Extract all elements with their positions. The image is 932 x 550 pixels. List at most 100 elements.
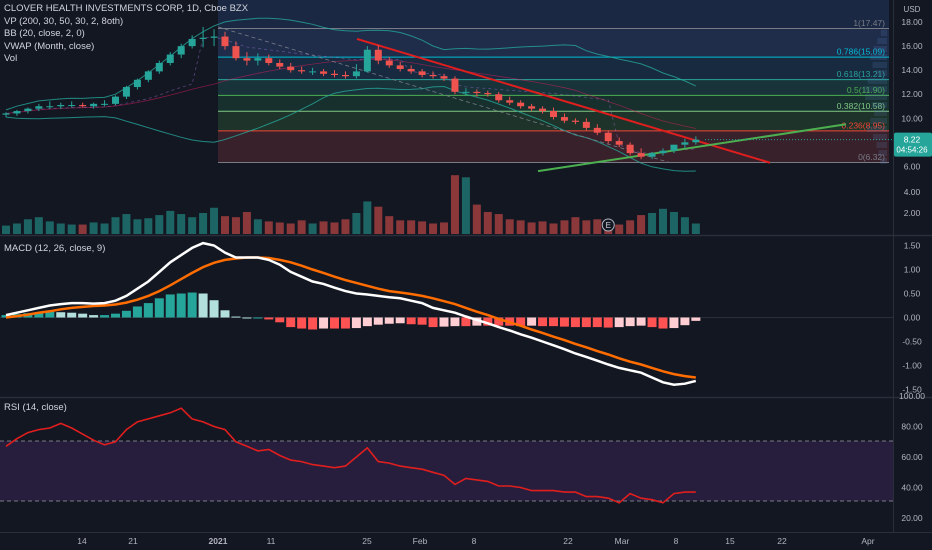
volume-profile-bin [880,30,887,36]
candle-body [79,105,87,107]
candle-body [265,58,273,63]
volume-bar [319,221,328,234]
vwap-line [5,36,696,154]
macd-histogram-bar [483,317,493,326]
time-axis-tick: 15 [725,536,735,546]
candle-body [112,96,119,104]
macd-axis-tick: -0.50 [902,337,922,347]
macd-histogram-bar [253,317,263,319]
volume-bar [286,223,295,234]
candle-body [320,71,328,74]
macd-histogram-bar [286,317,296,328]
macd-histogram-bar [67,312,77,318]
candle-body [528,106,536,109]
candle-body [254,58,262,61]
volume-profile-bin [874,110,887,116]
fib-zone [218,130,889,163]
macd-histogram-bar [450,317,460,327]
indicator-vol[interactable]: Vol [4,53,18,65]
time-axis-tick: 14 [77,536,87,546]
volume-bar [133,219,142,234]
macd-title[interactable]: MACD (12, 26, close, 9) [4,243,106,254]
volume-bar [669,211,678,234]
time-axis-tick: 2021 [209,536,228,546]
fib-level-label: 0.618(13.21) [837,69,885,79]
candle-body [68,105,76,107]
fib-level-label: 1(17.47) [853,18,885,28]
candle-body [429,74,437,77]
indicator-bb[interactable]: BB (20, close, 2, 0) [4,28,85,40]
volume-bar [242,211,251,234]
volume-bar [538,221,547,234]
candle-body [692,139,700,143]
indicator-vp[interactable]: VP (200, 30, 50, 30, 2, 8oth) [4,15,124,27]
macd-histogram-bar [614,317,624,328]
macd-histogram-bar [275,317,285,323]
volume-bar [166,210,175,234]
macd-histogram-bar [461,317,471,327]
macd-histogram-bar [143,303,153,318]
candle-body [473,91,481,94]
macd-line [5,241,697,386]
price-axis-tick: 6.00 [904,161,921,171]
indicator-vwap[interactable]: VWAP (Month, close) [4,40,95,52]
price-axis-tick: 14.00 [901,65,923,75]
macd-histogram-bar [625,317,635,327]
macd-histogram-bar [121,310,131,318]
candle-body [188,38,196,47]
volume-profile-bin [871,102,887,108]
volume-profile-bin [870,54,887,60]
last-price-tag [894,132,932,157]
volume-profile-bin [878,150,887,156]
volume-bar [637,215,646,234]
volume-bar [23,219,32,234]
candle-body [615,141,623,145]
candle-body [484,93,492,95]
volume-profile-bin [867,78,887,84]
volume-bar [659,208,667,234]
volume-bar [483,211,492,234]
macd-histogram-bar [78,313,88,318]
volume-bar [396,220,405,234]
candle-body [517,102,525,107]
macd-histogram-bar [154,298,164,318]
volume-bar [593,219,602,234]
candle-body [24,108,32,112]
macd-histogram-bar [581,317,591,328]
fib-level-label: 0.236(8.95) [842,120,886,130]
candle-body [46,106,54,108]
time-axis-tick: 22 [563,536,573,546]
earnings-marker [601,218,615,232]
fib-zone [218,111,889,131]
candle-body [331,73,338,75]
candle-body [385,60,393,66]
candle-body [210,36,218,38]
candle-body [177,46,185,55]
candle-body [276,62,284,67]
volume-bar [505,219,514,234]
candle-body [582,121,590,128]
volume-bar [45,221,54,234]
candle-body [298,70,306,72]
volume-bar [385,216,394,234]
macd-histogram-bar [559,317,569,327]
candle-body [101,103,109,105]
candle-body [506,100,514,103]
candle-body [199,37,207,39]
volume-bar [12,223,21,234]
volume-bar [680,217,689,234]
candle-body [166,54,174,63]
symbol-title[interactable]: CLOVER HEALTH INVESTMENTS CORP, 1D, Cboe… [4,3,249,14]
macd-histogram-bar [264,317,274,320]
macd-histogram-bar [308,317,318,330]
candle-body [352,71,360,77]
volume-bar [253,219,262,234]
macd-histogram-bar [34,312,44,318]
candle-body [539,108,547,112]
rsi-title[interactable]: RSI (14, close) [4,402,67,413]
volume-bar [144,218,153,234]
volume-bar [264,221,273,234]
volume-profile-bin [872,62,887,68]
macd-histogram-bar [242,317,252,319]
